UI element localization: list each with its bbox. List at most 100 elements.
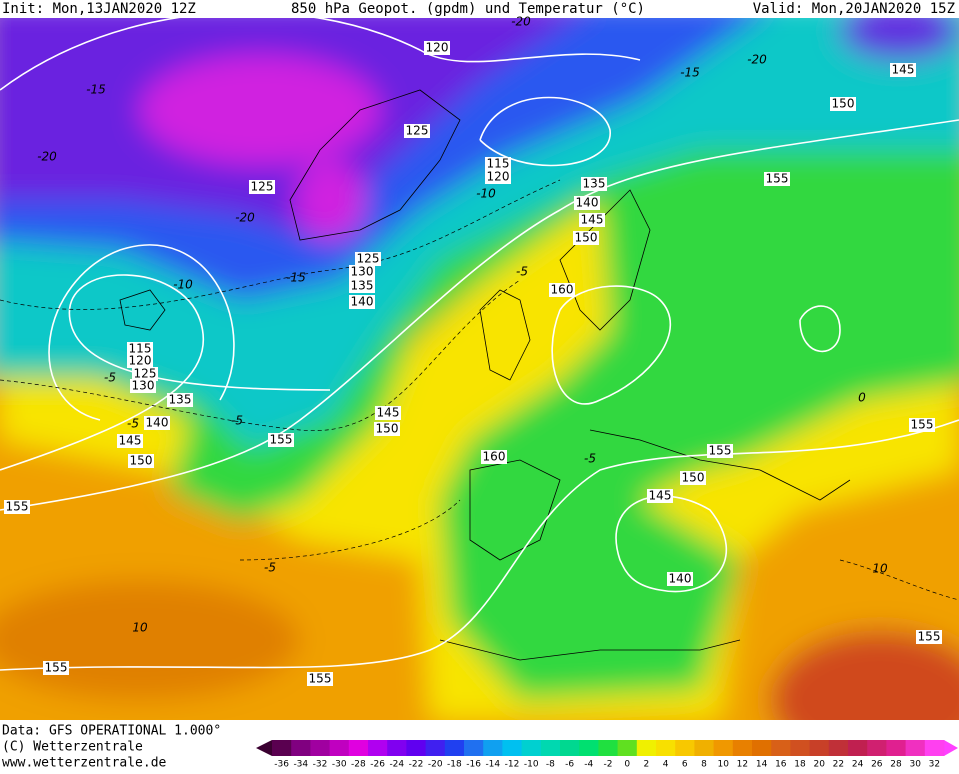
- contour-label-box: [573, 231, 599, 245]
- contour-label-box: [355, 252, 381, 266]
- init-time: Init: Mon,13JAN2020 12Z: [2, 1, 196, 17]
- contour-label-box: [579, 213, 605, 227]
- legend-swatch: [348, 740, 369, 756]
- contour-label-box: [647, 489, 673, 503]
- legend-tick-label: -20: [428, 760, 443, 770]
- legend-swatch: [636, 740, 657, 756]
- temperature-label: 10: [872, 562, 888, 576]
- legend-swatch: [540, 740, 561, 756]
- contour-label-box: [424, 41, 450, 55]
- contour-label-box: [707, 444, 733, 458]
- legend-swatch: [656, 740, 676, 756]
- legend-tick-label: -2: [604, 760, 613, 770]
- legend-swatch: [694, 740, 715, 756]
- contour-label-box: [132, 367, 158, 381]
- contour-label-box: [375, 406, 401, 420]
- contour-label-box: [485, 170, 511, 184]
- map-title: 850 hPa Geopot. (gpdm) und Temperatur (°…: [291, 1, 645, 17]
- legend-swatch: [272, 740, 292, 756]
- geopotential-label: 155: [766, 172, 789, 186]
- data-source: Data: GFS OPERATIONAL 1.000°: [2, 724, 221, 739]
- geopotential-label: 130: [132, 379, 155, 393]
- legend-tick-label: 2: [644, 760, 650, 770]
- contour-label-box: [249, 180, 275, 194]
- temperature-label: -5: [231, 414, 243, 428]
- contour-label-box: [909, 418, 935, 432]
- geopotential-contours: [0, 18, 959, 671]
- legend-swatch: [790, 740, 811, 756]
- geopotential-label: 150: [682, 471, 705, 485]
- geopotential-label: 155: [911, 418, 934, 432]
- geopotential-label: 125: [134, 367, 157, 381]
- legend-tick-label: 20: [813, 760, 825, 770]
- geopotential-label: 145: [377, 406, 400, 420]
- legend-swatch: [483, 740, 503, 756]
- contour-label-box: [549, 283, 575, 297]
- legend-tick-label: -18: [447, 760, 462, 770]
- legend-tick-label: 30: [909, 760, 921, 770]
- legend-swatch: [886, 740, 907, 756]
- legend-tick-label: 18: [794, 760, 806, 770]
- temperature-label: -5: [584, 452, 596, 466]
- contour-label-box: [43, 661, 69, 675]
- temperature-label: -20: [235, 211, 255, 225]
- legend-swatch: [675, 740, 695, 756]
- temperature-label: 0: [858, 391, 866, 405]
- geopotential-label: 115: [129, 342, 152, 356]
- legend-tick-label: 12: [737, 760, 748, 770]
- legend-swatch: [598, 740, 619, 756]
- geopotential-label: 125: [357, 252, 380, 266]
- legend-swatch: [732, 740, 753, 756]
- geopotential-label: 130: [351, 265, 374, 279]
- contour-label-box: [581, 177, 607, 191]
- legend-tick-label: 4: [663, 760, 669, 770]
- contour-label-box: [374, 422, 400, 436]
- contour-label-box: [268, 433, 294, 447]
- copyright: (C) Wetterzentrale: [2, 740, 143, 755]
- geopotential-label: 145: [892, 63, 915, 77]
- contour-label-box: [916, 630, 942, 644]
- temperature-label: -20: [511, 15, 531, 29]
- geopotential-label: 140: [351, 295, 374, 309]
- legend-swatch: [368, 740, 388, 756]
- temperature-contours: [0, 179, 959, 601]
- legend-tick-label: -22: [409, 760, 424, 770]
- legend-swatch: [406, 740, 427, 756]
- temperature-label: -20: [747, 53, 767, 67]
- legend-swatch: [905, 740, 926, 756]
- geopotential-label: 150: [832, 97, 855, 111]
- contour-label-box: [167, 393, 193, 407]
- geopotential-label: 155: [270, 433, 293, 447]
- temperature-label: -15: [286, 271, 306, 285]
- contour-label-box: [481, 450, 507, 464]
- geopotential-label: 120: [487, 170, 510, 184]
- contour-label-box: [830, 97, 856, 111]
- legend-arrow-low: [256, 740, 272, 756]
- legend-tick-label: -14: [485, 760, 500, 770]
- legend-swatch: [329, 740, 350, 756]
- legend-swatch: [291, 740, 311, 756]
- geopotential-label: 160: [483, 450, 506, 464]
- geopotential-label: 120: [426, 41, 449, 55]
- legend-tick-label: -34: [293, 760, 308, 770]
- legend-tick-label: 0: [624, 760, 630, 770]
- contour-label-box: [307, 672, 333, 686]
- contour-label-box: [144, 416, 170, 430]
- legend-swatch: [387, 740, 407, 756]
- legend-tick-label: 26: [871, 760, 883, 770]
- legend-swatch: [579, 740, 599, 756]
- geopotential-label: 160: [551, 283, 574, 297]
- legend-swatch: [713, 740, 734, 756]
- legend-tick-label: -10: [524, 760, 539, 770]
- geopotential-label: 155: [918, 630, 941, 644]
- legend-swatch: [444, 740, 465, 756]
- contour-label-box: [4, 500, 30, 514]
- legend-swatch: [617, 740, 638, 756]
- geopotential-label: 145: [581, 213, 604, 227]
- temperature-label: -5: [264, 561, 276, 575]
- geopotential-label: 155: [309, 672, 332, 686]
- legend-arrow-high: [944, 740, 958, 756]
- contour-label-box: [127, 354, 153, 368]
